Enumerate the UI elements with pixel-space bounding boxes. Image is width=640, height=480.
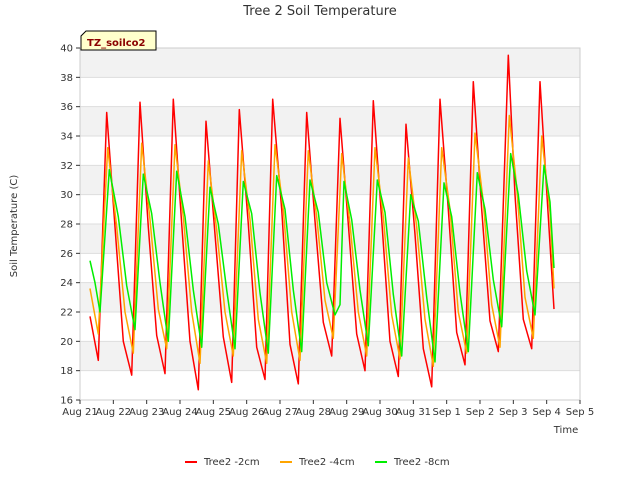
y-tick-label: 40 xyxy=(60,44,73,55)
x-tick-label: Aug 23 xyxy=(129,407,164,418)
legend-label: Tree2 -4cm xyxy=(298,457,355,468)
x-tick-label: Aug 29 xyxy=(329,407,364,418)
x-tick-label: Sep 3 xyxy=(499,407,527,418)
plot-band xyxy=(80,136,580,166)
plot-band xyxy=(80,194,580,224)
y-axis-label: Soil Temperature (C) xyxy=(9,175,20,278)
y-tick-label: 30 xyxy=(60,190,73,201)
y-tick-label: 32 xyxy=(60,161,73,172)
site-label-background xyxy=(80,30,157,51)
x-tick-label: Aug 30 xyxy=(362,407,397,418)
y-tick-label: 24 xyxy=(60,278,73,289)
x-tick-label: Aug 24 xyxy=(162,407,197,418)
x-tick-label: Aug 27 xyxy=(262,407,297,418)
x-tick-label: Aug 31 xyxy=(396,407,431,418)
series-layer xyxy=(89,54,555,391)
site-label: TZ_soilco2 xyxy=(87,38,146,49)
chart-title: Tree 2 Soil Temperature xyxy=(242,4,397,19)
y-tick-label: 18 xyxy=(60,366,73,377)
y-tick-label: 22 xyxy=(60,308,73,319)
x-axis-label: Time xyxy=(553,425,578,436)
legend: Tree2 -2cm Tree2 -4cm Tree2 -8cm xyxy=(185,457,450,468)
plot-band xyxy=(80,77,580,107)
plot-band xyxy=(80,165,580,195)
x-tick-label: Sep 2 xyxy=(466,407,494,418)
plot-band xyxy=(80,106,580,136)
y-tick-label: 34 xyxy=(60,132,73,143)
legend-label: Tree2 -8cm xyxy=(393,457,450,468)
series-line xyxy=(89,152,555,363)
x-tick-label: Sep 4 xyxy=(532,407,560,418)
y-tick-label: 36 xyxy=(60,102,73,113)
plot-band xyxy=(80,253,580,283)
y-tick-label: 20 xyxy=(60,337,73,348)
x-tick-label: Sep 1 xyxy=(432,407,460,418)
plot-band xyxy=(80,370,580,400)
series-line xyxy=(89,114,555,368)
plot-band xyxy=(80,48,580,78)
x-tick-label: Aug 25 xyxy=(196,407,231,418)
plot-band xyxy=(80,224,580,254)
y-axis-ticks: 16 18 20 22 24 26 28 30 32 34 36 38 40 xyxy=(60,44,80,407)
y-tick-label: 26 xyxy=(60,249,73,260)
y-tick-label: 38 xyxy=(60,73,73,84)
plot-band xyxy=(80,341,580,371)
x-tick-label: Sep 5 xyxy=(566,407,594,418)
x-tick-label: Aug 28 xyxy=(296,407,331,418)
y-tick-label: 16 xyxy=(60,396,73,407)
x-tick-label: Aug 26 xyxy=(229,407,264,418)
y-tick-label: 28 xyxy=(60,220,73,231)
x-tick-label: Aug 22 xyxy=(96,407,131,418)
site-label-box: TZ_soilco2 xyxy=(80,30,157,51)
x-tick-label: Aug 21 xyxy=(62,407,97,418)
legend-label: Tree2 -2cm xyxy=(203,457,260,468)
